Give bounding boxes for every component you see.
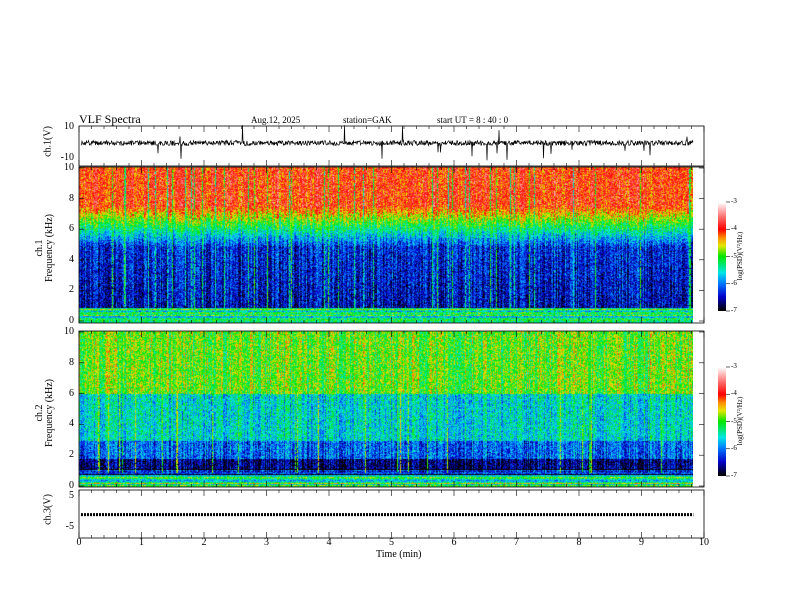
y-tick-label: 4 (69, 253, 74, 265)
figure-title: VLF Spectra (79, 112, 141, 126)
panel-frame-2 (78, 330, 705, 488)
y-tick-label: 5 (69, 490, 74, 501)
x-tick-label: 5 (389, 537, 394, 548)
colorbar-tick-label: -6 (731, 278, 737, 287)
colorbar-tick-label: -5 (731, 251, 737, 260)
start-ut-label: start UT = 8 : 40 : 0 (437, 115, 509, 125)
x-tick-label: 8 (576, 537, 582, 548)
ch1-colorbar-label: log(PSD)(V²/Hz) (736, 231, 744, 281)
colorbar-tick-label: -6 (731, 443, 737, 452)
ch1-spectrogram (79, 167, 693, 323)
panel-frame-1 (78, 166, 705, 324)
colorbar-tick-label: -7 (731, 471, 737, 479)
x-tick-label: 4 (326, 537, 332, 548)
x-tick-label: 9 (639, 537, 644, 548)
y-tick-label: 10 (64, 326, 74, 337)
date-label: Aug.12, 2025 (251, 115, 301, 125)
y-tick-label: -5 (65, 521, 74, 532)
y-tick-label: 6 (69, 223, 74, 235)
y-tick-label: 8 (69, 192, 74, 204)
colorbar-tick-label: -3 (731, 197, 737, 205)
y-tick-label: 10 (64, 162, 74, 173)
x-tick-label: 7 (514, 537, 519, 548)
ch1-spec-ylabel-line2: Frequency (kHz) (44, 213, 55, 283)
colorbar-tick-label: -4 (731, 389, 737, 398)
y-tick-label: 6 (69, 387, 74, 399)
y-tick-label: 10 (64, 121, 74, 132)
y-tick-label: 8 (69, 356, 74, 368)
colorbar-tick-label: -3 (731, 362, 737, 370)
ch2-colorbar (718, 367, 726, 476)
y-tick-label: 0 (69, 480, 74, 491)
y-tick-label: 0 (69, 315, 74, 326)
station-label: station=GAK (343, 115, 392, 125)
ch1-waveform-line (80, 125, 694, 161)
y-tick-label: -10 (60, 152, 74, 163)
ch1-ylabel: ch.1(V) (42, 126, 54, 157)
ch2-spec-ylabel-line2: Frequency (kHz) (44, 378, 55, 448)
x-tick-label: 2 (201, 537, 207, 548)
colorbar-tick-label: -7 (731, 306, 737, 314)
ch2-colorbar-label: log(PSD)(V²/Hz) (736, 396, 744, 446)
x-axis-label: Time (min) (376, 549, 422, 560)
y-tick-label: 2 (69, 449, 74, 461)
ch2-spec-ylabel: ch.2 Frequency (kHz) (34, 358, 55, 468)
x-tick-label: 6 (451, 537, 457, 548)
x-tick-label: 0 (76, 537, 82, 548)
x-tick-label: 1 (139, 537, 144, 548)
ch2-spectrogram (79, 331, 693, 487)
ch1-spec-ylabel: ch.1 Frequency (kHz) (34, 193, 55, 303)
y-tick-label: 2 (69, 284, 74, 296)
colorbar-tick-label: -5 (731, 416, 737, 425)
x-tick-label: 10 (699, 537, 709, 548)
ch3-ylabel: ch.3(V) (42, 494, 54, 525)
x-tick-label: 3 (264, 537, 269, 548)
y-tick-label: 4 (69, 418, 74, 430)
colorbar-tick-label: -4 (731, 224, 737, 233)
ch1-colorbar (718, 202, 726, 311)
